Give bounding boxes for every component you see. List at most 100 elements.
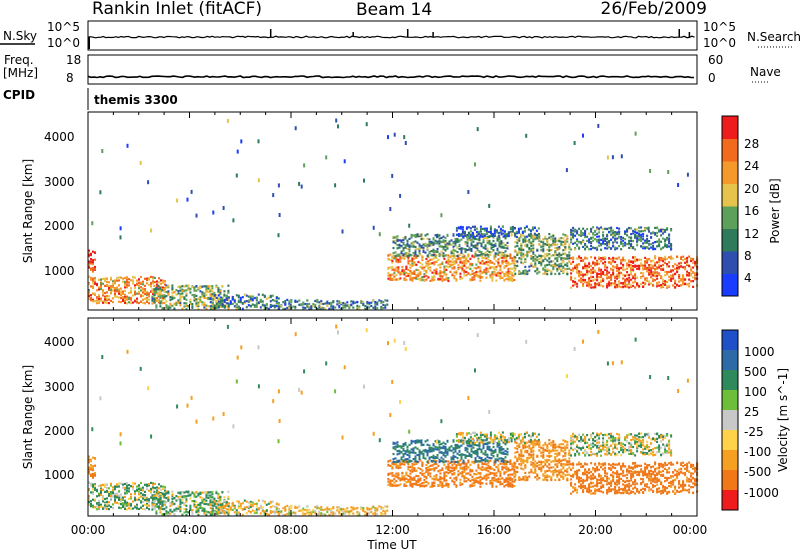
echo-cell bbox=[233, 506, 236, 509]
echo-cell bbox=[114, 290, 116, 293]
echo-cell bbox=[451, 261, 454, 264]
echo-cell bbox=[624, 259, 627, 262]
echo-cell bbox=[389, 275, 392, 278]
echo-cell bbox=[401, 265, 404, 268]
echo-cell bbox=[419, 253, 422, 256]
echo-cell bbox=[116, 277, 118, 280]
echo-cell bbox=[290, 507, 293, 510]
echo-cell bbox=[391, 268, 394, 271]
echo-cell bbox=[290, 505, 293, 508]
echo-cell bbox=[215, 490, 218, 493]
echo-cell bbox=[427, 266, 430, 269]
echo-cell bbox=[582, 283, 585, 286]
echo-cell bbox=[622, 273, 625, 276]
echo-cell bbox=[690, 266, 693, 269]
echo-cell bbox=[302, 507, 305, 510]
echo-cell bbox=[471, 272, 474, 275]
echo-cell bbox=[616, 226, 619, 230]
echo-cell bbox=[162, 279, 164, 282]
echo-cell bbox=[624, 285, 627, 288]
echo-cell bbox=[642, 242, 645, 245]
echo-cell bbox=[454, 249, 457, 252]
echo-cell bbox=[108, 302, 110, 305]
echo-cell bbox=[106, 297, 108, 300]
echo-cell bbox=[175, 303, 178, 306]
echo-cell bbox=[413, 257, 416, 260]
echo-cell bbox=[177, 496, 180, 499]
echo-cell bbox=[678, 277, 681, 280]
echo-cell bbox=[120, 297, 122, 300]
echo-cell bbox=[431, 275, 434, 278]
echo-cell bbox=[634, 230, 637, 233]
echo-cell bbox=[147, 180, 150, 185]
echo-cell bbox=[421, 257, 424, 261]
echo-cell bbox=[144, 495, 146, 498]
echo-cell bbox=[450, 250, 453, 253]
echo-cell bbox=[156, 486, 158, 489]
echo-cell bbox=[94, 282, 96, 285]
echo-cell bbox=[152, 483, 154, 486]
echo-cell bbox=[588, 279, 591, 283]
echo-cell bbox=[493, 234, 496, 237]
echo-cell bbox=[505, 255, 508, 258]
echo-cell bbox=[247, 505, 250, 508]
echo-cell bbox=[165, 510, 168, 513]
echo-cell bbox=[138, 292, 140, 295]
echo-cell bbox=[582, 232, 585, 235]
echo-cell bbox=[94, 506, 96, 509]
echo-cell bbox=[485, 272, 488, 275]
echo-cell bbox=[528, 251, 531, 254]
echo-cell bbox=[132, 301, 134, 304]
echo-cell bbox=[682, 274, 685, 277]
echo-cell bbox=[412, 234, 415, 237]
echo-cell bbox=[225, 503, 228, 506]
echo-cell bbox=[153, 288, 156, 291]
echo-cell bbox=[88, 498, 90, 502]
echo-cell bbox=[492, 244, 495, 247]
echo-cell bbox=[157, 293, 160, 296]
echo-cell bbox=[416, 247, 419, 251]
echo-cell bbox=[395, 480, 398, 483]
echo-cell bbox=[511, 278, 514, 281]
echo-cell bbox=[612, 268, 615, 271]
echo-cell bbox=[142, 500, 144, 503]
echo-cell bbox=[586, 273, 589, 276]
echo-cell bbox=[322, 307, 325, 310]
echo-cell bbox=[140, 295, 142, 298]
echo-cell bbox=[328, 513, 331, 516]
echo-cell bbox=[372, 300, 375, 303]
echo-cell bbox=[391, 462, 394, 465]
echo-cell bbox=[439, 269, 442, 273]
echo-cell bbox=[128, 297, 130, 300]
echo-cell bbox=[578, 257, 581, 260]
echo-cell bbox=[88, 472, 90, 475]
echo-cell bbox=[215, 305, 218, 308]
echo-cell bbox=[670, 275, 673, 278]
echo-cell bbox=[203, 296, 206, 300]
echo-cell bbox=[408, 253, 411, 256]
echo-cell bbox=[362, 507, 365, 510]
echo-cell bbox=[397, 464, 400, 467]
echo-cell bbox=[413, 254, 416, 257]
echo-cell bbox=[142, 298, 144, 301]
echo-cell bbox=[481, 233, 484, 236]
echo-cell bbox=[386, 509, 389, 512]
echo-cell bbox=[656, 234, 659, 237]
echo-cell bbox=[346, 510, 349, 513]
echo-cell bbox=[140, 501, 142, 504]
echo-cell bbox=[193, 287, 196, 290]
echo-cell bbox=[463, 261, 466, 264]
echo-cell bbox=[108, 501, 110, 504]
echo-cell bbox=[144, 508, 146, 511]
echo-cell bbox=[181, 289, 184, 292]
echo-cell bbox=[249, 511, 252, 514]
echo-cell bbox=[227, 296, 230, 299]
echo-cell bbox=[151, 299, 154, 302]
echo-cell bbox=[412, 245, 415, 248]
echo-cell bbox=[664, 280, 667, 283]
echo-cell bbox=[346, 301, 349, 304]
echo-cell bbox=[434, 234, 437, 237]
echo-cell bbox=[273, 510, 276, 513]
echo-cell bbox=[282, 301, 285, 304]
echo-cell bbox=[356, 304, 359, 307]
